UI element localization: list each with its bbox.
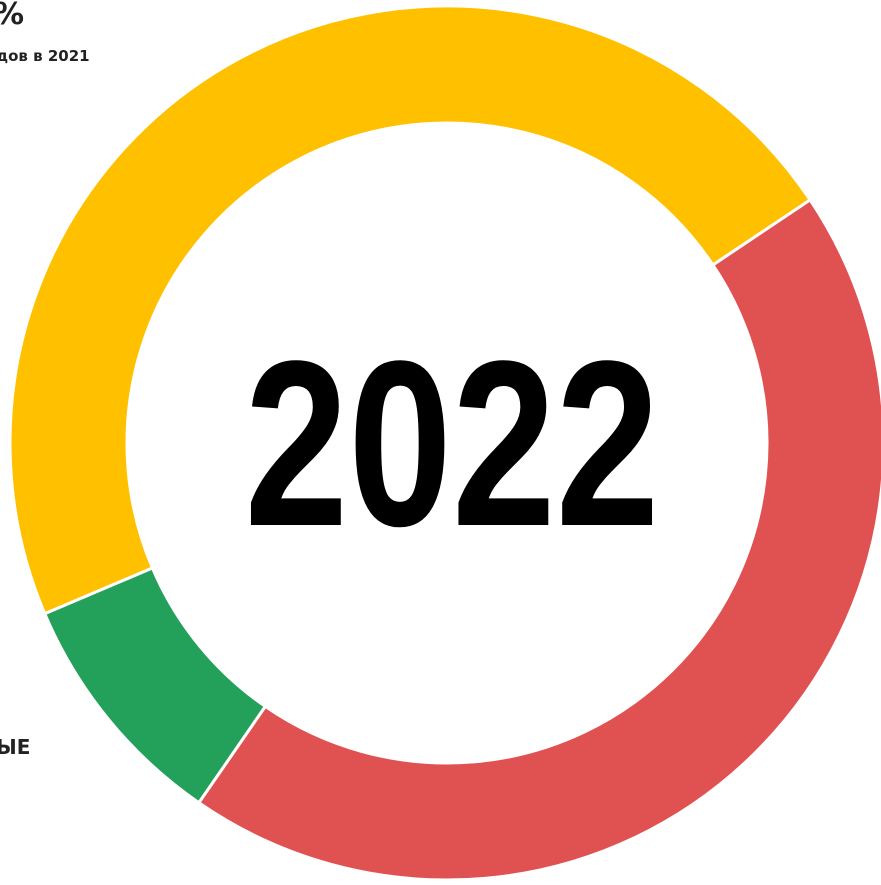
center-label: 2022: [245, 312, 660, 576]
donut-segment: [8, 4, 813, 616]
subtitle-fragment: дов в 2021: [0, 47, 90, 65]
donut: [8, 4, 881, 882]
label-fragment: ЫЕ: [0, 735, 30, 759]
donut-segment: [196, 197, 881, 882]
donut-segment: [42, 566, 268, 805]
title-fragment: %: [0, 0, 24, 32]
